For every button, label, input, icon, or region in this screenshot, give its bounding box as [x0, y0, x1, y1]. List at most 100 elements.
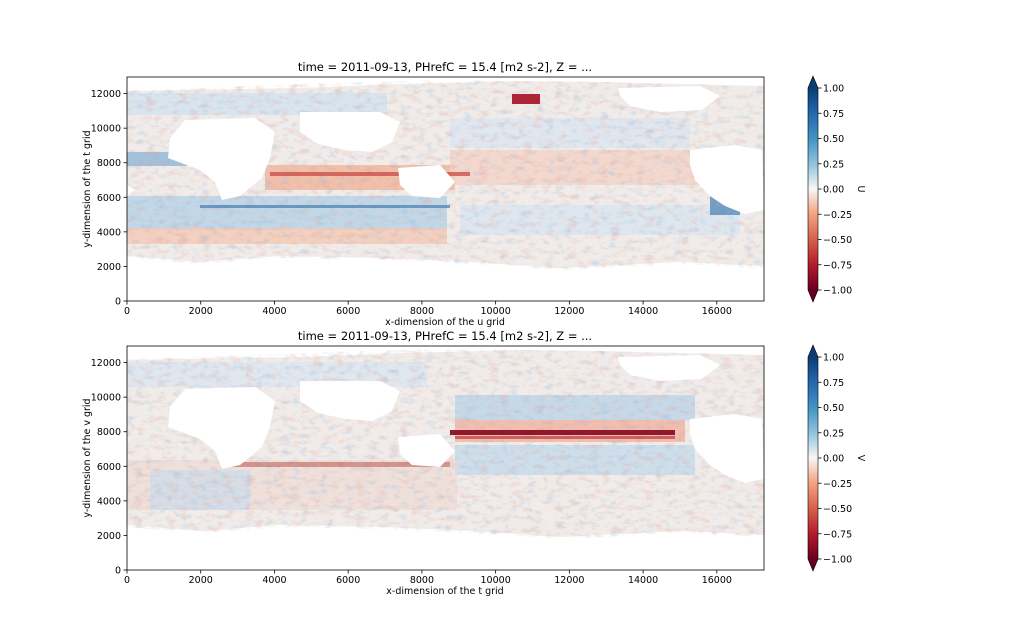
plot-frame [126, 345, 765, 571]
strong-current-1 [450, 430, 675, 435]
colorbar-ticks: 1.00 0.75 0.50 0.25 0.00 −0.25 −0.50 −0.75 −1.00 [818, 84, 852, 297]
y-tick-label: 10000 [91, 393, 121, 404]
colorbar-gradient [808, 357, 818, 559]
x-tick-label: 10000 [481, 306, 511, 317]
land-mass [618, 355, 720, 381]
y-tick-label: 8000 [97, 427, 121, 438]
land-mass [690, 414, 764, 483]
colorbar-tick-label: −0.25 [823, 479, 852, 490]
ocean-field-map [127, 77, 764, 301]
colorbar-min-extension [808, 559, 818, 571]
x-tick-label: 0 [124, 575, 130, 586]
x-tick-label: 14000 [628, 575, 658, 586]
colorbar-tick-label: 0.00 [823, 185, 844, 196]
y-tick-label: 6000 [97, 193, 121, 204]
strong-current-3 [200, 205, 450, 208]
land-mass [168, 118, 275, 200]
colorbar-tick-label: −0.50 [823, 504, 852, 515]
y-axis-ticks: 0 2000 4000 6000 8000 10000 12000 [91, 89, 127, 308]
y-tick-label: 8000 [97, 158, 121, 169]
land-mass [398, 434, 455, 467]
colorbar-tick-label: −0.75 [823, 529, 852, 540]
land-mass [690, 145, 764, 214]
y-tick-label: 10000 [91, 124, 121, 135]
colorbar-tick-label: −0.50 [823, 235, 852, 246]
colorbar-tick-label: 1.00 [823, 353, 844, 364]
colorbar-tick-label: 0.50 [823, 403, 844, 414]
colorbar-max-extension [808, 345, 818, 357]
land-mass [127, 346, 764, 359]
x-tick-label: 14000 [628, 306, 658, 317]
x-axis-ticks: 0 2000 4000 6000 8000 10000 12000 14000 16000 [124, 301, 732, 317]
x-tick-label: 8000 [410, 306, 434, 317]
land-mass [618, 86, 720, 112]
colorbar-label: V [855, 455, 866, 462]
x-tick-label: 0 [124, 306, 130, 317]
x-tick-label: 6000 [336, 575, 360, 586]
colorbar-label: U [855, 186, 866, 193]
y-tick-label: 2000 [97, 531, 121, 542]
land-mass [398, 165, 455, 198]
land-mass [300, 381, 400, 421]
v-velocity-panel: time = 2011-09-13, PHrefC = 15.4 [m2 s-2… [82, 329, 866, 597]
x-tick-label: 16000 [702, 575, 732, 586]
y-tick-label: 12000 [91, 89, 121, 100]
x-axis-ticks: 0 2000 4000 6000 8000 10000 12000 14000 16000 [124, 570, 732, 586]
colorbar-tick-label: −1.00 [823, 555, 852, 566]
x-axis-label: x-dimension of the u grid [385, 317, 505, 328]
colorbar-tick-label: 0.25 [823, 428, 844, 439]
land-mass [300, 112, 400, 152]
colorbar-tick-label: 0.75 [823, 109, 844, 120]
x-tick-label: 2000 [189, 306, 213, 317]
plot-frame [126, 76, 765, 302]
y-tick-label: 12000 [91, 358, 121, 369]
y-tick-label: 4000 [97, 496, 121, 507]
colorbar-tick-label: 0.75 [823, 378, 844, 389]
colorbar: 1.00 0.75 0.50 0.25 0.00 −0.25 −0.50 −0.75 −1.00… [807, 75, 866, 303]
colorbar-ticks: 1.00 0.75 0.50 0.25 0.00 −0.25 −0.50 −0.75 −1.00 [818, 353, 852, 566]
land-mass [127, 527, 764, 570]
u-velocity-panel: time = 2011-09-13, PHrefC = 15.4 [m2 s-2… [82, 60, 866, 328]
x-tick-label: 2000 [189, 575, 213, 586]
land-mass [168, 387, 275, 469]
colorbar-gradient [808, 88, 818, 290]
colorbar-tick-label: 1.00 [823, 84, 844, 95]
x-tick-label: 8000 [410, 575, 434, 586]
x-tick-label: 4000 [262, 575, 286, 586]
strong-current-2 [455, 436, 675, 439]
x-tick-label: 12000 [554, 575, 584, 586]
y-axis-label: y-dimension of the v grid [82, 398, 93, 517]
colorbar-tick-label: 0.00 [823, 454, 844, 465]
y-tick-label: 0 [115, 566, 121, 577]
y-tick-label: 0 [115, 297, 121, 308]
land-mass [127, 185, 135, 196]
colorbar-min-extension [808, 290, 818, 302]
y-axis-ticks: 0 2000 4000 6000 8000 10000 12000 [91, 358, 127, 577]
land-mass [127, 77, 764, 90]
colorbar-tick-label: 0.50 [823, 134, 844, 145]
colorbar-tick-label: −0.25 [823, 210, 852, 221]
strong-current-1 [512, 94, 540, 104]
colorbar-tick-label: −1.00 [823, 286, 852, 297]
land-mass [127, 258, 764, 301]
colorbar-tick-label: 0.25 [823, 159, 844, 170]
strong-current-3 [230, 462, 450, 467]
x-tick-label: 10000 [481, 575, 511, 586]
colorbar-max-extension [808, 76, 818, 88]
x-tick-label: 4000 [262, 306, 286, 317]
x-tick-label: 6000 [336, 306, 360, 317]
strong-current-2 [270, 172, 470, 176]
panel-title: time = 2011-09-13, PHrefC = 15.4 [m2 s-2… [298, 329, 592, 343]
y-axis-label: y-dimension of the t grid [82, 130, 93, 247]
y-tick-label: 6000 [97, 462, 121, 473]
x-axis-label: x-dimension of the t grid [386, 586, 503, 597]
y-tick-label: 4000 [97, 227, 121, 238]
panel-title: time = 2011-09-13, PHrefC = 15.4 [m2 s-2… [298, 60, 592, 74]
x-tick-label: 16000 [702, 306, 732, 317]
ocean-field-map [127, 346, 764, 570]
x-tick-label: 12000 [554, 306, 584, 317]
colorbar-tick-label: −0.75 [823, 260, 852, 271]
colorbar: 1.00 0.75 0.50 0.25 0.00 −0.25 −0.50 −0.75 −1.00… [807, 344, 866, 572]
y-tick-label: 2000 [97, 262, 121, 273]
